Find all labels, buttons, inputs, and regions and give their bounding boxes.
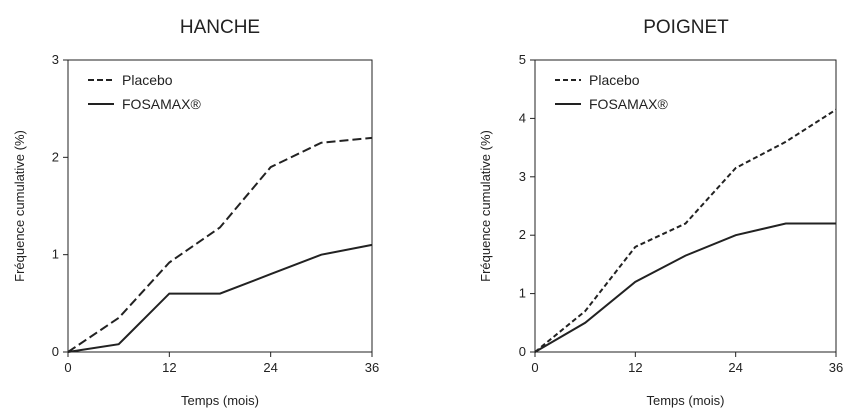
y-tick-label: 1 bbox=[52, 247, 59, 262]
series-line-fosamax bbox=[534, 222, 836, 353]
y-tick-label: 3 bbox=[52, 52, 59, 67]
x-tick-label: 24 bbox=[263, 360, 277, 375]
x-tick-label: 0 bbox=[531, 360, 538, 375]
y-tick-label: 2 bbox=[519, 227, 526, 242]
series-line-fosamax bbox=[67, 243, 373, 353]
y-axis-label: Fréquence cumulative (%) bbox=[12, 130, 27, 282]
y-tick-label: 5 bbox=[519, 52, 526, 67]
chart-title: POIGNET bbox=[643, 17, 729, 38]
legend-label: FOSAMAX® bbox=[589, 96, 668, 112]
x-tick-label: 36 bbox=[365, 360, 379, 375]
y-tick-label: 2 bbox=[52, 149, 59, 164]
x-tick-label: 12 bbox=[628, 360, 642, 375]
x-tick-label: 12 bbox=[162, 360, 176, 375]
x-tick-label: 24 bbox=[728, 360, 742, 375]
y-tick-label: 0 bbox=[52, 344, 59, 359]
legend-label: Placebo bbox=[589, 72, 640, 88]
legend-label: Placebo bbox=[122, 72, 173, 88]
x-tick-label: 0 bbox=[64, 360, 71, 375]
y-tick-label: 3 bbox=[519, 169, 526, 184]
legend-label: FOSAMAX® bbox=[122, 96, 201, 112]
y-tick-label: 4 bbox=[519, 110, 526, 125]
x-tick-label: 36 bbox=[829, 360, 843, 375]
series-line-placebo bbox=[67, 136, 373, 353]
x-axis-label: Temps (mois) bbox=[181, 393, 259, 408]
plot-frame bbox=[534, 59, 837, 353]
series-line-placebo bbox=[534, 108, 837, 353]
y-tick-label: 0 bbox=[519, 344, 526, 359]
y-axis-label: Fréquence cumulative (%) bbox=[478, 130, 493, 282]
y-tick-label: 1 bbox=[519, 286, 526, 301]
chart-title: HANCHE bbox=[180, 17, 260, 38]
x-axis-label: Temps (mois) bbox=[646, 393, 724, 408]
plot-frame bbox=[67, 59, 373, 353]
